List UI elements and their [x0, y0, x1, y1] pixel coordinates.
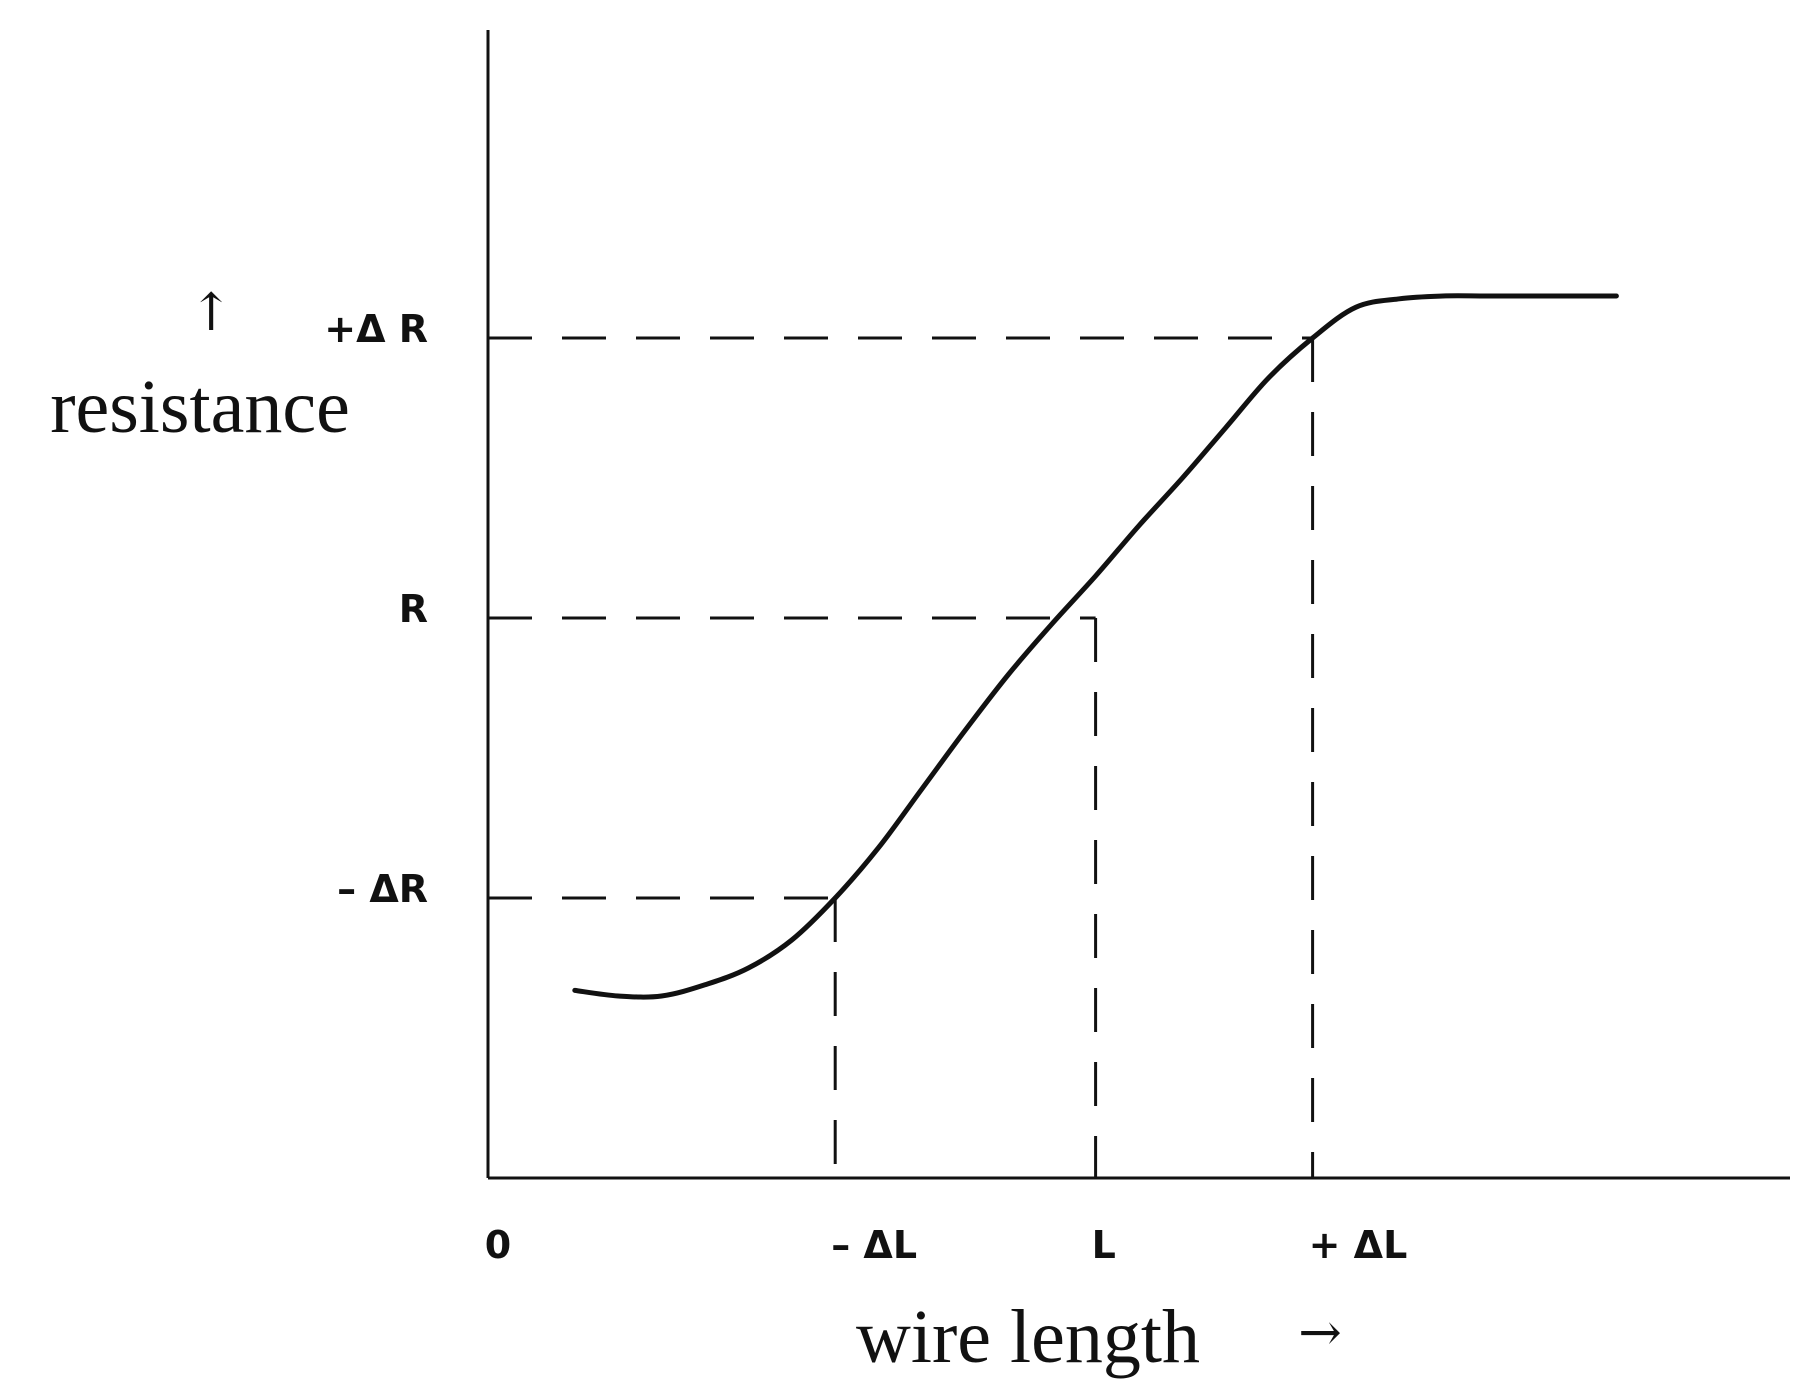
y-tick-label-1: R [399, 587, 428, 631]
x-axis-arrow-icon: → [1298, 1303, 1342, 1363]
data-series-line [572, 293, 1619, 1000]
x-tick-label-2: L [1092, 1223, 1116, 1267]
guide-lines [488, 336, 1315, 1178]
y-tick-label-2: +Δ R [324, 307, 428, 351]
y-axis-arrow-icon: ↑ [189, 283, 233, 343]
x-axis-title: wire length [856, 1295, 1200, 1379]
x-tick-label-0: 0 [485, 1223, 511, 1267]
y-tick-labels: – ΔR R +Δ R [324, 307, 428, 911]
y-axis-title: resistance [50, 365, 350, 449]
y-tick-label-0: – ΔR [337, 867, 428, 911]
x-tick-label-1: – ΔL [831, 1223, 917, 1267]
x-tick-labels: 0 – ΔL L + ΔL [485, 1223, 1408, 1267]
x-tick-label-3: + ΔL [1309, 1223, 1408, 1267]
